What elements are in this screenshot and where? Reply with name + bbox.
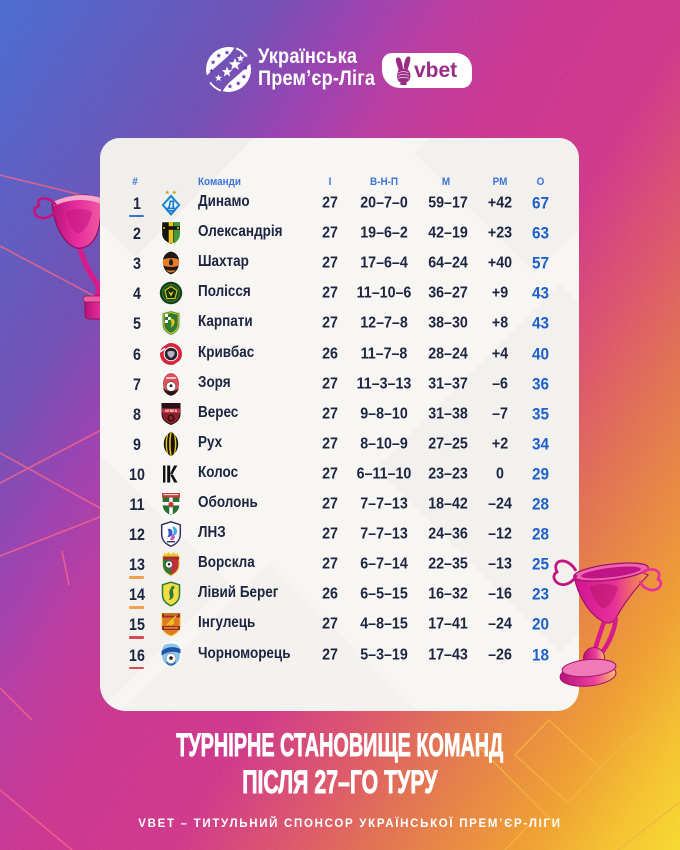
svg-text:VERES: VERES: [165, 409, 178, 413]
svg-text:Д: Д: [167, 198, 176, 212]
